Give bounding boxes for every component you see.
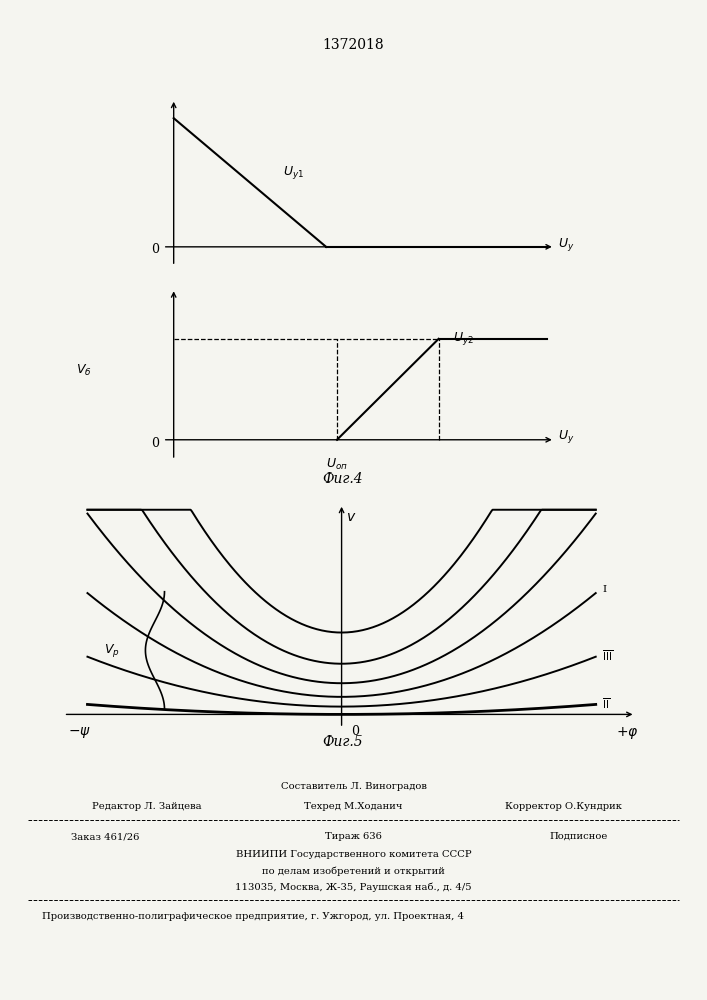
Text: $\overline{\mathrm{III}}$: $\overline{\mathrm{III}}$	[602, 648, 613, 663]
Text: ВНИИПИ Государственного комитета СССР: ВНИИПИ Государственного комитета СССР	[235, 850, 472, 859]
Text: $U_{y1}$: $U_{y1}$	[283, 164, 303, 181]
Text: 113035, Москва, Ж-35, Раушская наб., д. 4/5: 113035, Москва, Ж-35, Раушская наб., д. …	[235, 882, 472, 892]
Text: Фиг.5: Фиг.5	[322, 735, 363, 749]
Text: $V_б$: $V_б$	[76, 363, 91, 378]
Text: Тираж 636: Тираж 636	[325, 832, 382, 841]
Text: 0: 0	[351, 725, 359, 738]
Text: $\overline{\mathrm{II}}$: $\overline{\mathrm{II}}$	[602, 697, 610, 711]
Text: $v$: $v$	[346, 510, 357, 524]
Text: $U_y$: $U_y$	[559, 236, 575, 253]
Text: $U_{оп}$: $U_{оп}$	[326, 457, 348, 472]
Text: $+\varphi$: $+\varphi$	[617, 725, 639, 741]
Text: $-\psi$: $-\psi$	[68, 725, 90, 740]
Text: 0: 0	[151, 437, 159, 450]
Text: $U_y$: $U_y$	[559, 428, 575, 445]
Text: I: I	[602, 585, 606, 594]
Text: $V_р$: $V_р$	[103, 642, 119, 659]
Text: Техред М.Ходанич: Техред М.Ходанич	[304, 802, 403, 811]
Text: Составитель Л. Виноградов: Составитель Л. Виноградов	[281, 782, 426, 791]
Text: Заказ 461/26: Заказ 461/26	[71, 832, 139, 841]
Text: $U_{у2}$: $U_{у2}$	[453, 330, 474, 347]
Text: Производственно-полиграфическое предприятие, г. Ужгород, ул. Проектная, 4: Производственно-полиграфическое предприя…	[42, 912, 464, 921]
Text: 1372018: 1372018	[322, 38, 385, 52]
Text: Корректор О.Кундрик: Корректор О.Кундрик	[506, 802, 622, 811]
Text: Подписное: Подписное	[549, 832, 608, 841]
Text: по делам изобретений и открытий: по делам изобретений и открытий	[262, 866, 445, 876]
Text: Фиг.4: Фиг.4	[322, 472, 363, 486]
Text: 0: 0	[151, 243, 159, 256]
Text: Редактор Л. Зайцева: Редактор Л. Зайцева	[92, 802, 201, 811]
